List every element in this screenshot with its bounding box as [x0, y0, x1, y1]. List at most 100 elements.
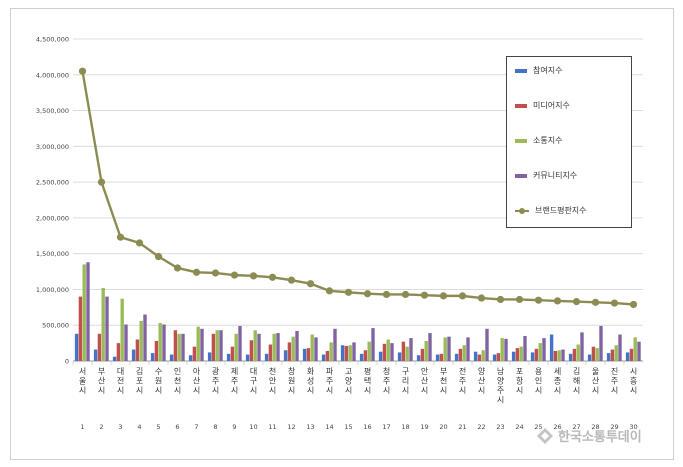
bar-참여지수-광주시	[207, 352, 212, 361]
bars	[74, 262, 641, 361]
x-category-label-char: 원	[155, 377, 162, 386]
x-category-label-char: 리	[402, 377, 409, 386]
legend: 참여지수 미디어지수 소통지수 커뮤니티지수 브랜드평판지수	[506, 56, 632, 228]
line-point-구리시	[401, 290, 410, 299]
line-point-세종시	[553, 297, 562, 305]
bar-참여지수-진주시	[606, 353, 611, 361]
x-rank-label: 15	[344, 423, 352, 431]
bar-소통지수-아산시	[196, 326, 200, 361]
line-point-인천시	[173, 264, 182, 272]
x-category-label-char: 진	[611, 366, 618, 376]
x-category-label-char: 시	[402, 386, 409, 395]
line-point-전주시	[458, 292, 467, 300]
line-point-창원시	[287, 276, 296, 284]
x-rank-label: 3	[118, 423, 122, 431]
bar-커뮤니티지수-서울시	[86, 262, 90, 361]
line-point-파주시	[325, 287, 334, 295]
bar-커뮤니티지수-김포시	[143, 314, 147, 361]
bar-커뮤니티지수-시흥시	[637, 341, 641, 361]
bar-소통지수-김해시	[576, 344, 580, 361]
bar-커뮤니티지수-남양주시	[504, 338, 508, 361]
x-axis: 서울시1부산시2대전시3김포시4수원시5인천시6아산시7광주시8제주시9대구시1…	[72, 361, 638, 431]
bar-커뮤니티지수-용인시	[542, 338, 546, 361]
x-category-label-char: 시	[231, 386, 238, 395]
legend-label: 브랜드평판지수	[535, 206, 587, 215]
x-category-label-char: 안	[421, 366, 429, 376]
bar-미디어지수-창원시	[287, 342, 292, 361]
bar-미디어지수-양산시	[477, 354, 482, 361]
bar-참여지수-전주시	[454, 353, 459, 361]
x-category-label-char: 제	[231, 367, 238, 376]
legend-item-media: 미디어지수	[515, 100, 570, 111]
x-category-label-char: 시	[307, 386, 314, 395]
bar-참여지수-울산시	[587, 354, 592, 361]
x-category-label-char: 시	[98, 386, 105, 395]
x-rank-label: 14	[325, 423, 333, 431]
bar-소통지수-안산시	[424, 340, 428, 361]
bar-커뮤니티지수-창원시	[295, 330, 299, 361]
x-category-label-char: 종	[554, 377, 561, 386]
bar-참여지수-제주시	[226, 353, 231, 361]
line-point-김해시	[572, 298, 581, 306]
line-point-남양주시	[496, 295, 505, 304]
bar-참여지수-대전시	[112, 356, 117, 361]
x-category-label-char: 주	[326, 377, 333, 386]
bar-커뮤니티지수-부산시	[105, 296, 109, 361]
bar-커뮤니티지수-인천시	[181, 333, 185, 361]
bar-소통지수-부천시	[443, 337, 447, 361]
bar-커뮤니티지수-전주시	[466, 337, 470, 361]
x-category-label-char: 시	[611, 386, 618, 395]
line-point-대구시	[249, 272, 258, 280]
bar-소통지수-부산시	[101, 288, 105, 361]
legend-label: 참여지수	[533, 66, 563, 75]
legend-swatch	[515, 68, 527, 73]
x-category-label-char: 시	[155, 386, 162, 395]
x-rank-label: 4	[137, 423, 141, 431]
bar-소통지수-대구시	[253, 330, 257, 361]
bar-소통지수-진주시	[614, 345, 618, 361]
bar-미디어지수-대구시	[249, 340, 254, 361]
bar-참여지수-남양주시	[492, 354, 497, 361]
x-category-label-char: 시	[117, 386, 124, 395]
bar-미디어지수-부산시	[97, 333, 102, 361]
x-rank-label: 11	[268, 423, 276, 431]
x-category-label-char: 시	[79, 386, 86, 395]
line-point-제주시	[230, 271, 239, 279]
x-category-label-char: 창	[288, 367, 296, 376]
bar-참여지수-세종시	[549, 334, 554, 361]
x-category-label-char: 시	[440, 386, 447, 395]
x-category-label-char: 대	[117, 367, 124, 376]
bar-커뮤니티지수-제주시	[238, 325, 242, 361]
bar-소통지수-서울시	[82, 264, 86, 361]
bar-미디어지수-천안시	[268, 344, 273, 361]
x-category-label-char: 산	[421, 376, 429, 386]
x-category-label-char: 시	[212, 386, 219, 395]
bar-소통지수-포항시	[519, 346, 523, 361]
x-category-label-char: 시	[421, 386, 428, 395]
x-category-label-char: 천	[269, 366, 276, 376]
x-category-label-char: 시	[478, 386, 485, 395]
bar-소통지수-평택시	[367, 341, 371, 361]
x-category-label-char: 주	[383, 377, 390, 386]
x-category-label-char: 양	[478, 367, 486, 376]
y-tick-label: 4,000,000	[36, 71, 69, 79]
y-tick-label: 0	[65, 358, 69, 366]
bar-커뮤니티지수-대전시	[124, 324, 128, 361]
bar-미디어지수-대전시	[116, 343, 121, 361]
bar-소통지수-남양주시	[500, 338, 504, 361]
bar-미디어지수-울산시	[591, 346, 596, 361]
x-category-label-char: 서	[79, 367, 86, 376]
line-point-안산시	[420, 291, 429, 299]
bar-참여지수-부천시	[435, 354, 440, 361]
bar-커뮤니티지수-세종시	[561, 349, 565, 361]
line-point-대전시	[116, 233, 125, 241]
bar-소통지수-광주시	[215, 330, 219, 361]
y-tick-label: 2,000,000	[36, 214, 69, 222]
x-category-label-char: 산	[478, 376, 486, 386]
y-axis: 0 500,000 1,000,000 1,500,000 2,000,000 2,500…	[36, 36, 69, 366]
x-rank-label: 1	[80, 423, 84, 431]
bar-참여지수-김해시	[568, 353, 573, 361]
bar-참여지수-인천시	[169, 354, 174, 361]
x-category-label-char: 주	[459, 377, 466, 386]
bar-미디어지수-평택시	[363, 350, 368, 361]
